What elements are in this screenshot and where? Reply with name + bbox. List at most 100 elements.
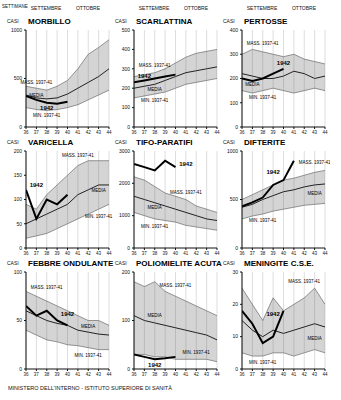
svg-text:0: 0 <box>19 124 22 130</box>
svg-text:MASS. 1937-41: MASS. 1937-41 <box>247 41 279 46</box>
svg-text:0: 0 <box>235 124 238 130</box>
svg-text:MIN. 1937-41: MIN. 1937-41 <box>75 353 103 358</box>
svg-text:20: 20 <box>232 301 238 307</box>
svg-text:44: 44 <box>214 130 220 135</box>
svg-text:MASS. 1937-41: MASS. 1937-41 <box>31 285 63 290</box>
svg-text:43: 43 <box>204 251 210 256</box>
svg-text:150: 150 <box>14 172 23 178</box>
svg-text:1942: 1942 <box>179 161 193 167</box>
svg-text:1942: 1942 <box>40 105 54 111</box>
svg-text:36: 36 <box>131 251 137 256</box>
svg-text:0: 0 <box>127 124 130 130</box>
svg-text:36: 36 <box>23 251 29 256</box>
svg-text:0: 0 <box>19 366 22 372</box>
svg-text:0: 0 <box>127 245 130 251</box>
svg-text:36: 36 <box>23 372 29 377</box>
svg-text:41: 41 <box>291 372 297 377</box>
svg-text:MEDIA: MEDIA <box>81 324 95 329</box>
svg-text:MEDIA: MEDIA <box>245 82 259 87</box>
svg-text:42: 42 <box>194 130 200 135</box>
svg-text:MASS. 1937-41: MASS. 1937-41 <box>20 80 52 85</box>
svg-text:44: 44 <box>322 251 328 256</box>
svg-text:42: 42 <box>86 251 92 256</box>
svg-text:1942: 1942 <box>61 311 75 317</box>
svg-text:39: 39 <box>163 372 169 377</box>
svg-text:38: 38 <box>152 251 158 256</box>
svg-text:44: 44 <box>106 251 112 256</box>
svg-text:41: 41 <box>183 130 189 135</box>
svg-text:MASS. 1937-41: MASS. 1937-41 <box>288 279 320 284</box>
svg-text:43: 43 <box>96 251 102 256</box>
svg-text:200: 200 <box>122 85 131 91</box>
svg-text:40: 40 <box>65 130 71 135</box>
svg-text:40: 40 <box>281 372 287 377</box>
svg-text:40: 40 <box>65 251 71 256</box>
svg-text:37: 37 <box>34 372 40 377</box>
svg-text:400: 400 <box>122 46 131 52</box>
svg-text:41: 41 <box>75 251 81 256</box>
svg-text:300: 300 <box>122 66 131 72</box>
svg-text:36: 36 <box>131 372 137 377</box>
svg-text:400: 400 <box>230 27 239 33</box>
svg-text:42: 42 <box>302 372 308 377</box>
svg-text:39: 39 <box>163 130 169 135</box>
svg-text:40: 40 <box>173 251 179 256</box>
svg-text:0: 0 <box>235 245 238 251</box>
svg-text:37: 37 <box>142 372 148 377</box>
svg-text:42: 42 <box>194 372 200 377</box>
svg-text:MIN. 1937-41: MIN. 1937-41 <box>183 350 211 355</box>
svg-text:37: 37 <box>250 372 256 377</box>
svg-text:0: 0 <box>235 366 238 372</box>
svg-text:38: 38 <box>260 251 266 256</box>
svg-text:44: 44 <box>106 130 112 135</box>
svg-text:40: 40 <box>281 130 287 135</box>
svg-text:44: 44 <box>106 372 112 377</box>
svg-text:43: 43 <box>312 130 318 135</box>
svg-text:43: 43 <box>96 372 102 377</box>
svg-text:40: 40 <box>173 372 179 377</box>
svg-text:42: 42 <box>302 251 308 256</box>
svg-text:40: 40 <box>173 130 179 135</box>
svg-text:1000: 1000 <box>227 148 238 154</box>
svg-text:41: 41 <box>75 372 81 377</box>
svg-text:MIN. 1937-41: MIN. 1937-41 <box>249 218 277 223</box>
svg-text:44: 44 <box>214 372 220 377</box>
svg-text:MASS. 1937-41: MASS. 1937-41 <box>170 190 202 195</box>
svg-text:42: 42 <box>194 251 200 256</box>
svg-text:37: 37 <box>142 130 148 135</box>
svg-text:36: 36 <box>23 130 29 135</box>
svg-text:MASS. 1937-41: MASS. 1937-41 <box>62 153 94 158</box>
svg-text:39: 39 <box>55 372 61 377</box>
svg-text:38: 38 <box>260 130 266 135</box>
svg-text:41: 41 <box>183 372 189 377</box>
svg-text:41: 41 <box>75 130 81 135</box>
svg-text:100: 100 <box>14 269 23 275</box>
svg-text:MEDIA: MEDIA <box>148 313 162 318</box>
svg-text:0: 0 <box>19 245 22 251</box>
svg-text:MASS. 1937-41: MASS. 1937-41 <box>299 160 330 165</box>
svg-text:100: 100 <box>230 100 239 106</box>
svg-text:3000: 3000 <box>119 148 130 154</box>
svg-text:42: 42 <box>302 130 308 135</box>
svg-text:38: 38 <box>152 130 158 135</box>
svg-text:38: 38 <box>44 130 50 135</box>
svg-text:300: 300 <box>230 51 239 57</box>
svg-text:MEDIA: MEDIA <box>148 87 162 92</box>
svg-text:1942: 1942 <box>148 362 162 368</box>
svg-text:37: 37 <box>250 251 256 256</box>
svg-text:MEDIA: MEDIA <box>307 336 321 341</box>
svg-text:41: 41 <box>291 251 297 256</box>
svg-text:MIN. 1937-41: MIN. 1937-41 <box>249 95 277 100</box>
svg-text:500: 500 <box>230 196 239 202</box>
svg-text:36: 36 <box>239 130 245 135</box>
svg-text:42: 42 <box>86 130 92 135</box>
svg-text:44: 44 <box>214 251 220 256</box>
svg-text:36: 36 <box>239 372 245 377</box>
svg-text:100: 100 <box>122 317 131 323</box>
svg-text:38: 38 <box>152 372 158 377</box>
svg-text:38: 38 <box>44 372 50 377</box>
svg-text:10: 10 <box>232 333 238 339</box>
svg-text:1000: 1000 <box>119 212 130 218</box>
svg-text:37: 37 <box>34 251 40 256</box>
svg-text:39: 39 <box>271 130 277 135</box>
